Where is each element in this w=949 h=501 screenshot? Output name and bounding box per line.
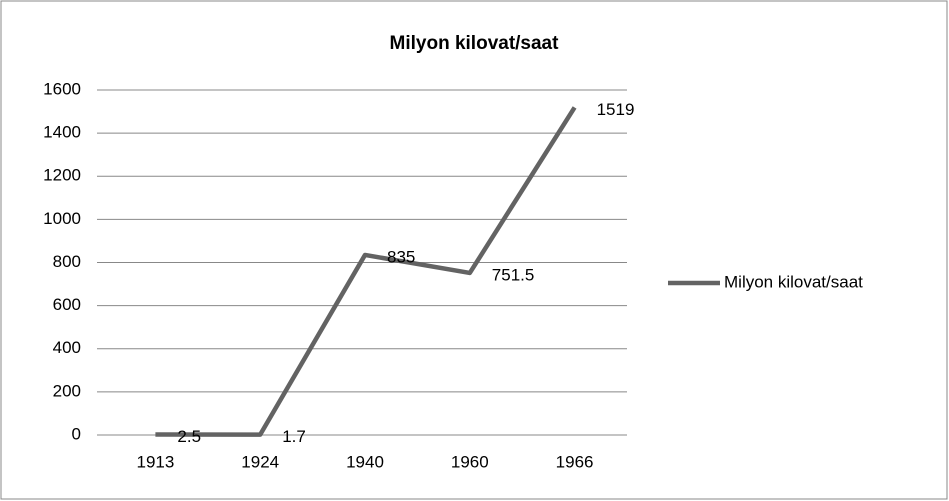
y-tick-label: 1400 [43,123,81,142]
y-tick-label: 400 [53,338,81,357]
y-tick-label: 1200 [43,166,81,185]
y-tick-label: 800 [53,252,81,271]
chart-title: Milyon kilovat/saat [390,33,560,54]
legend-label: Milyon kilovat/saat [724,272,863,291]
x-tick-label: 1924 [241,452,279,471]
y-tick-label: 200 [53,381,81,400]
line-series [155,106,577,437]
y-tick-label: 600 [53,295,81,314]
x-tick-label: 1966 [556,452,594,471]
data-label: 1.7 [282,427,306,446]
y-tick-label: 1000 [43,209,81,228]
data-label: 1519 [597,100,635,119]
data-label: 751.5 [492,265,535,284]
data-label: 2.5 [177,427,201,446]
y-tick-label: 1600 [43,79,81,98]
x-tick-label: 1913 [136,452,174,471]
data-label: 835 [387,247,415,266]
x-tick-label: 1940 [346,452,384,471]
y-tick-label: 0 [72,424,81,443]
x-tick-label: 1960 [451,452,489,471]
